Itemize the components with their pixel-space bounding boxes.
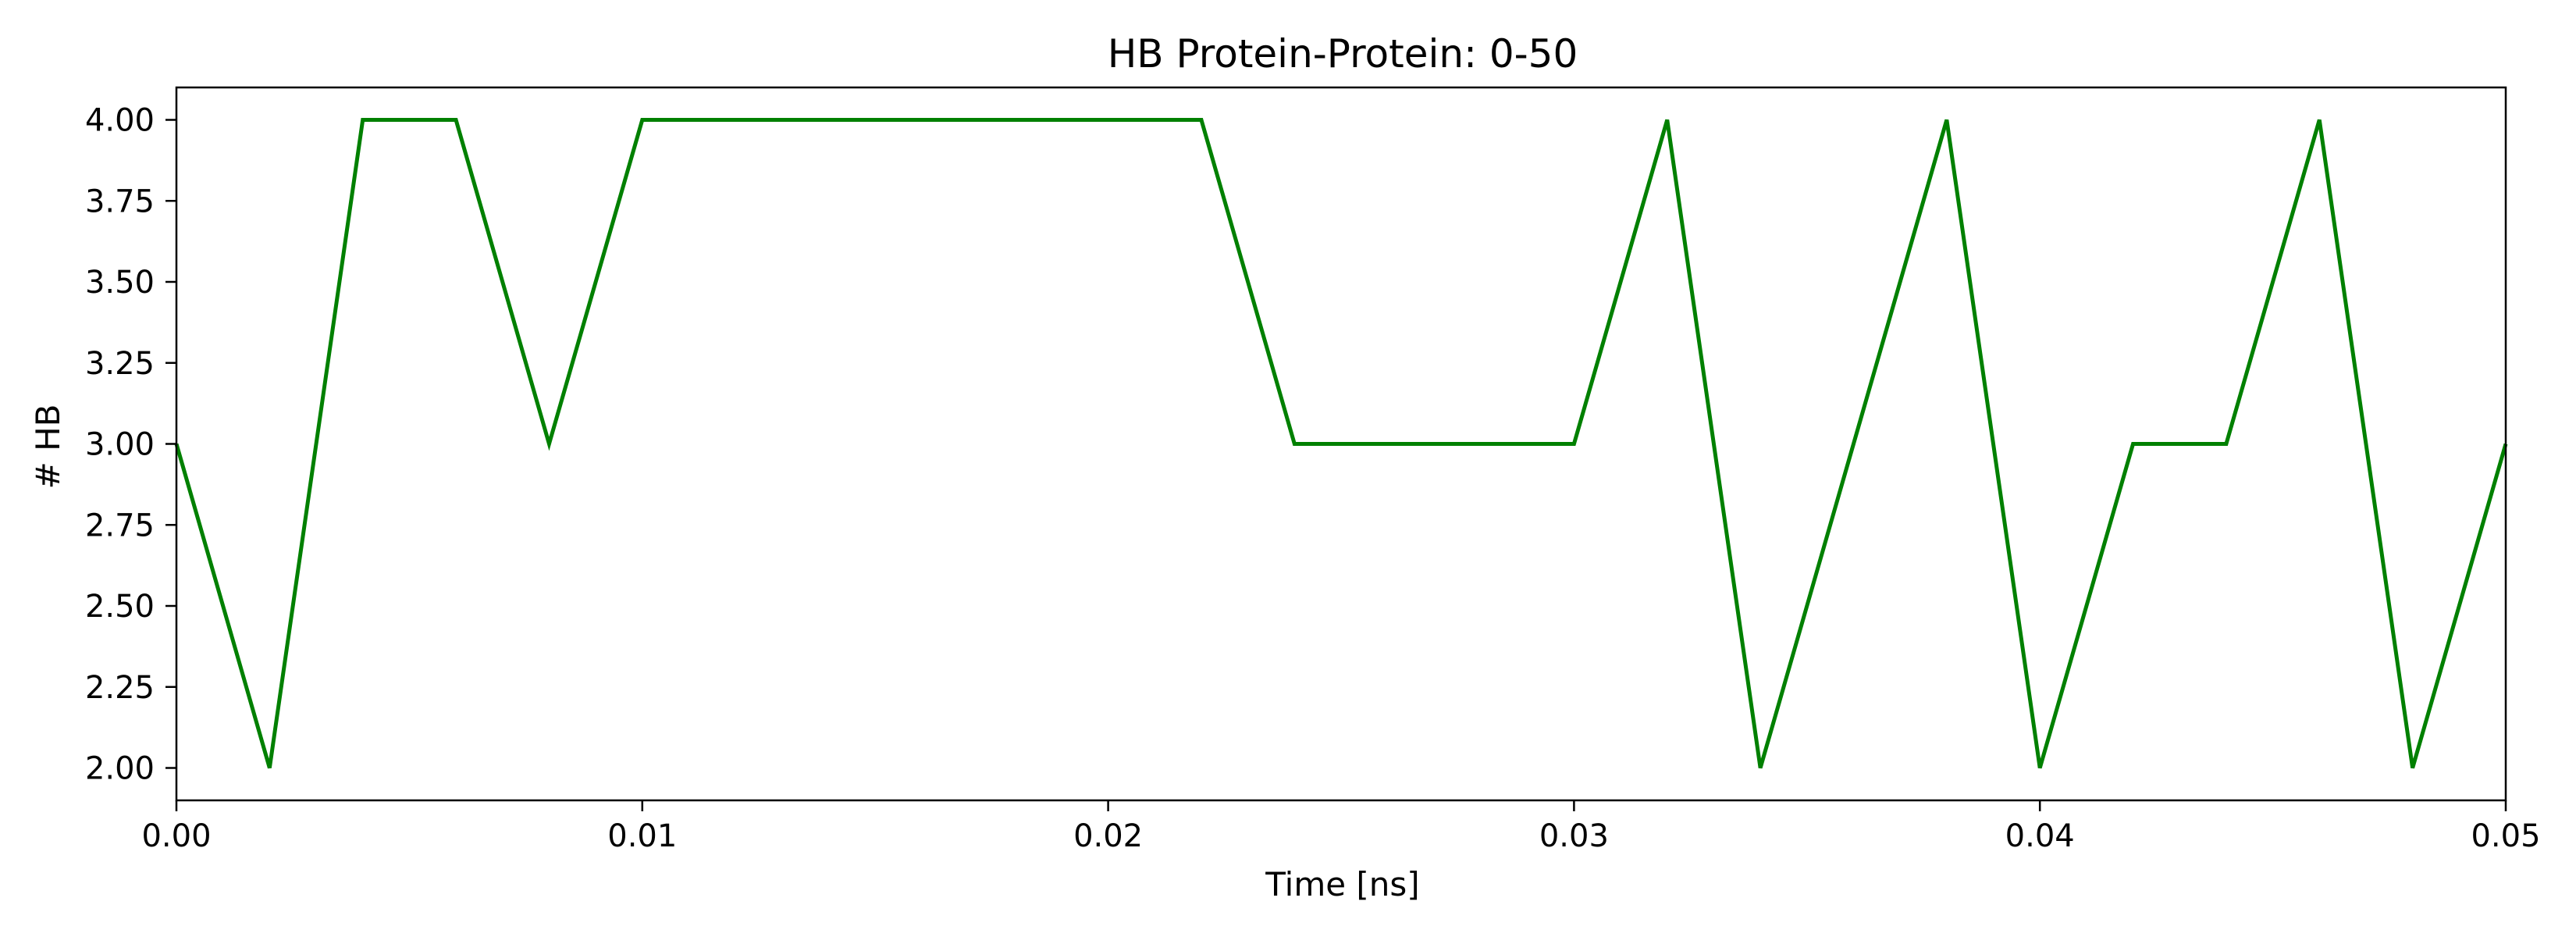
- y-tick-label: 4.00: [85, 103, 155, 139]
- x-tick-label: 0.03: [1539, 818, 1609, 854]
- x-axis-label: Time [ns]: [1265, 865, 1419, 903]
- y-tick-label: 2.50: [85, 589, 155, 625]
- plot-area: 0.00 0.01 0.02 0.03 0.04 0.05 2.00 2.25 2.50 2.75…: [85, 86, 2541, 854]
- y-axis-label: # HB: [29, 404, 67, 490]
- x-tick-label: 0.05: [2471, 818, 2540, 854]
- x-tick-label: 0.00: [141, 818, 211, 854]
- y-tick-label: 3.75: [85, 183, 155, 219]
- y-tick-label: 2.25: [85, 670, 155, 706]
- x-tick-label: 0.01: [607, 818, 677, 854]
- x-tick-label: 0.02: [1073, 818, 1143, 854]
- y-tick-label: 2.75: [85, 508, 155, 543]
- y-tick-label: 2.00: [85, 751, 155, 787]
- y-tick-label: 3.00: [85, 427, 155, 463]
- chart-title: HB Protein-Protein: 0-50: [1108, 31, 1578, 77]
- y-tick-label: 3.50: [85, 265, 155, 301]
- x-tick-label: 0.04: [2005, 818, 2075, 854]
- series-line: [174, 118, 2508, 769]
- y-tick-label: 3.25: [85, 346, 155, 382]
